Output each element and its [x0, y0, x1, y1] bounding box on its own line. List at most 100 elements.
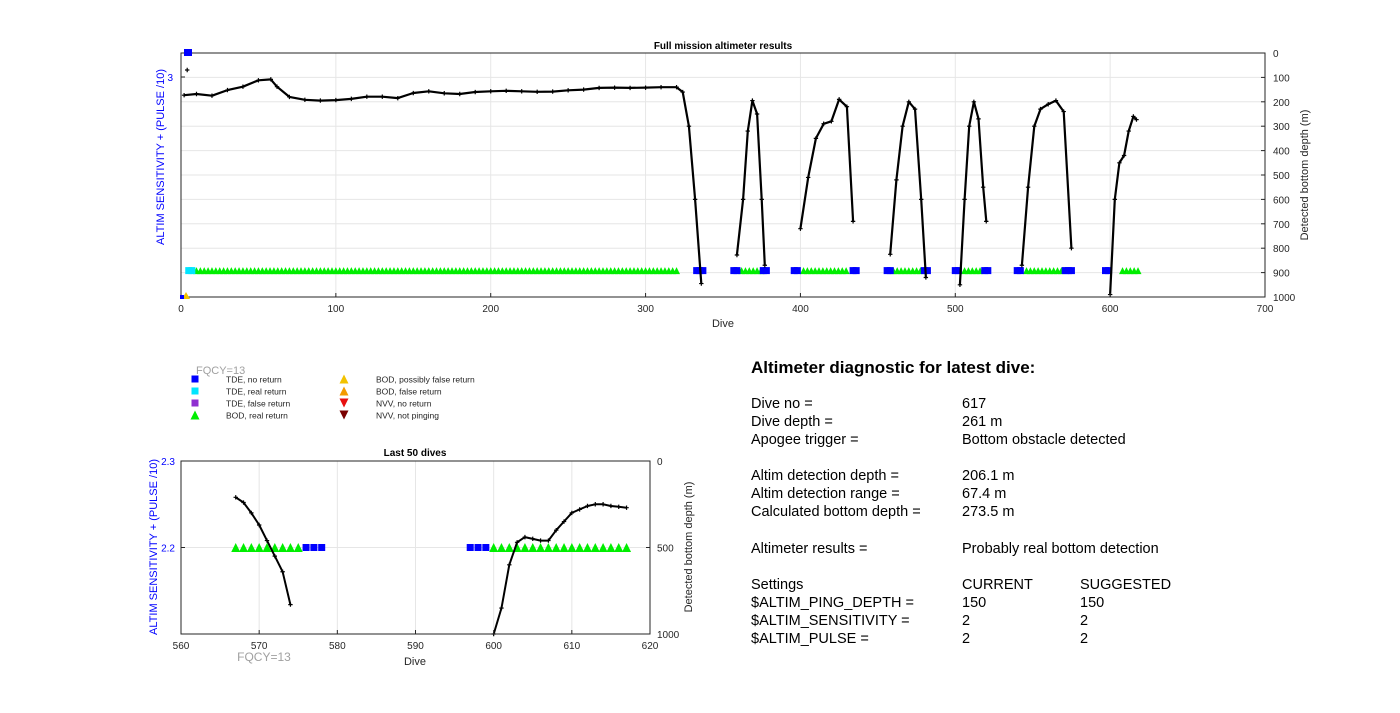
legend-label: TDE, no return — [226, 375, 282, 385]
bottom-xticks: 560 570 580 590 600 610 620 — [173, 630, 659, 652]
bottom-ytick-right-label: 0 — [657, 457, 663, 468]
sensitivity-suggested: 2 — [1080, 613, 1089, 629]
bottom-tde-marker — [310, 544, 318, 551]
top-depth-point — [813, 136, 819, 141]
bottom-bod-marker — [293, 543, 303, 552]
bottom-depth-point — [554, 528, 559, 533]
legend-fqcy: FQCY=13 — [196, 365, 245, 377]
top-depth-point — [302, 97, 308, 103]
top-depth-point — [581, 87, 586, 92]
bottom-bod-marker — [543, 543, 553, 552]
top-depth-point — [411, 90, 416, 96]
bottom-depth-point — [616, 504, 621, 510]
top-depth-point — [894, 177, 899, 183]
top-depth-point — [699, 281, 704, 286]
top-tde-marker — [886, 267, 894, 275]
legend-marker — [191, 387, 199, 395]
top-tde-marker — [1016, 267, 1024, 275]
bottom-ylabel-left: ALTIM SENSITIVITY + (PULSE /10) — [148, 459, 160, 635]
bottom-xtick-label: 560 — [173, 641, 190, 652]
bottom-tde-marker — [318, 544, 326, 551]
dive-no-value: 617 — [962, 396, 987, 412]
top-depth-point — [923, 275, 929, 280]
top-bod-marker — [1134, 267, 1142, 275]
top-depth-point — [550, 89, 555, 94]
top-tde-marker — [793, 267, 801, 275]
bottom-tde-marker — [474, 544, 482, 551]
pulse-current: 2 — [962, 631, 971, 647]
bottom-depth-point — [522, 534, 528, 540]
top-depth-point — [380, 94, 385, 99]
top-depth-point — [680, 89, 685, 95]
bottom-bod-marker — [536, 543, 546, 552]
bottom-bod-marker — [231, 543, 241, 552]
top-ytick-right-label: 400 — [1273, 147, 1290, 158]
bottom-depth-point — [569, 510, 575, 516]
top-depth-point — [565, 88, 571, 93]
legend-marker — [339, 410, 349, 420]
apogee-value: Bottom obstacle detected — [962, 432, 1126, 448]
pulse-label: $ALTIM_PULSE = — [751, 631, 869, 647]
top-markers — [185, 267, 1142, 275]
top-depth-point — [240, 84, 246, 89]
top-depth-point — [957, 282, 963, 287]
top-depth-line — [799, 98, 855, 229]
legend-marker — [339, 398, 349, 408]
dive-depth-value: 261 m — [962, 414, 1003, 430]
top-depth-point — [184, 67, 190, 73]
top-depth-point — [268, 77, 274, 82]
dive-depth-label: Dive depth = — [751, 414, 833, 430]
bottom-tde-marker — [482, 544, 490, 551]
bottom-bod-marker — [582, 543, 592, 552]
top-xtick-label: 100 — [328, 304, 345, 315]
top-bod-marker — [673, 267, 681, 275]
top-depth-point — [256, 78, 261, 83]
legend-label: TDE, false return — [226, 399, 291, 409]
det-range-value: 67.4 m — [962, 486, 1007, 502]
top-depth-point — [1112, 197, 1117, 202]
top-tde-marker — [733, 267, 741, 275]
top-depth-point — [534, 89, 540, 94]
top-depth-point — [627, 85, 633, 91]
bottom-depth-point — [530, 536, 535, 542]
results-value: Probably real bottom detection — [962, 541, 1159, 557]
top-ytick-right-label: 100 — [1273, 73, 1290, 84]
top-depth-point — [805, 175, 811, 180]
bottom-depth-point — [514, 540, 520, 545]
top-ytick-right-label: 600 — [1273, 195, 1290, 206]
top-depth-point — [596, 85, 602, 91]
top-depth-point — [349, 96, 354, 102]
legend-label: NVV, not pinging — [376, 411, 439, 421]
bottom-xtick-label: 580 — [329, 641, 346, 652]
bottom-plot: 560 570 580 590 600 610 620 2.3 2.2 0 500 1000 La… — [148, 448, 695, 668]
top-depth-point — [1061, 109, 1066, 114]
top-depth-point — [318, 98, 323, 103]
top-ytick-right-label: 1000 — [1273, 293, 1296, 304]
bottom-bod-marker — [622, 543, 632, 552]
top-depth-point — [850, 219, 856, 224]
top-title: Full mission altimeter results — [654, 41, 793, 52]
top-depth-point — [980, 185, 986, 190]
top-ylabel-left: ALTIM SENSITIVITY + (PULSE /10) — [155, 69, 167, 245]
top-depth-point — [798, 226, 803, 231]
top-depth-point — [1025, 185, 1031, 190]
top-depth-point — [504, 88, 509, 94]
top-tde-marker — [923, 267, 931, 275]
top-depth-point — [686, 124, 692, 129]
bottom-title: Last 50 dives — [384, 448, 447, 459]
top-depth-point — [745, 128, 750, 134]
top-depth-point — [612, 85, 617, 90]
legend-marker — [339, 374, 349, 384]
top-yticks-left: 3 — [167, 73, 185, 84]
top-depth-point — [658, 84, 664, 90]
top-depth-point — [912, 106, 918, 112]
legend-marker — [191, 375, 199, 383]
top-depth-point — [888, 252, 893, 257]
diagnostic-title: Altimeter diagnostic for latest dive: — [751, 358, 1036, 377]
top-plot: 0 100 200 300 400 500 600 700 0 100 200 300 400 500 6… — [155, 41, 1311, 330]
top-depth-point — [984, 219, 989, 224]
bottom-depth-point — [507, 562, 512, 567]
bottom-bod-marker — [496, 543, 506, 552]
settings-label: Settings — [751, 577, 804, 593]
